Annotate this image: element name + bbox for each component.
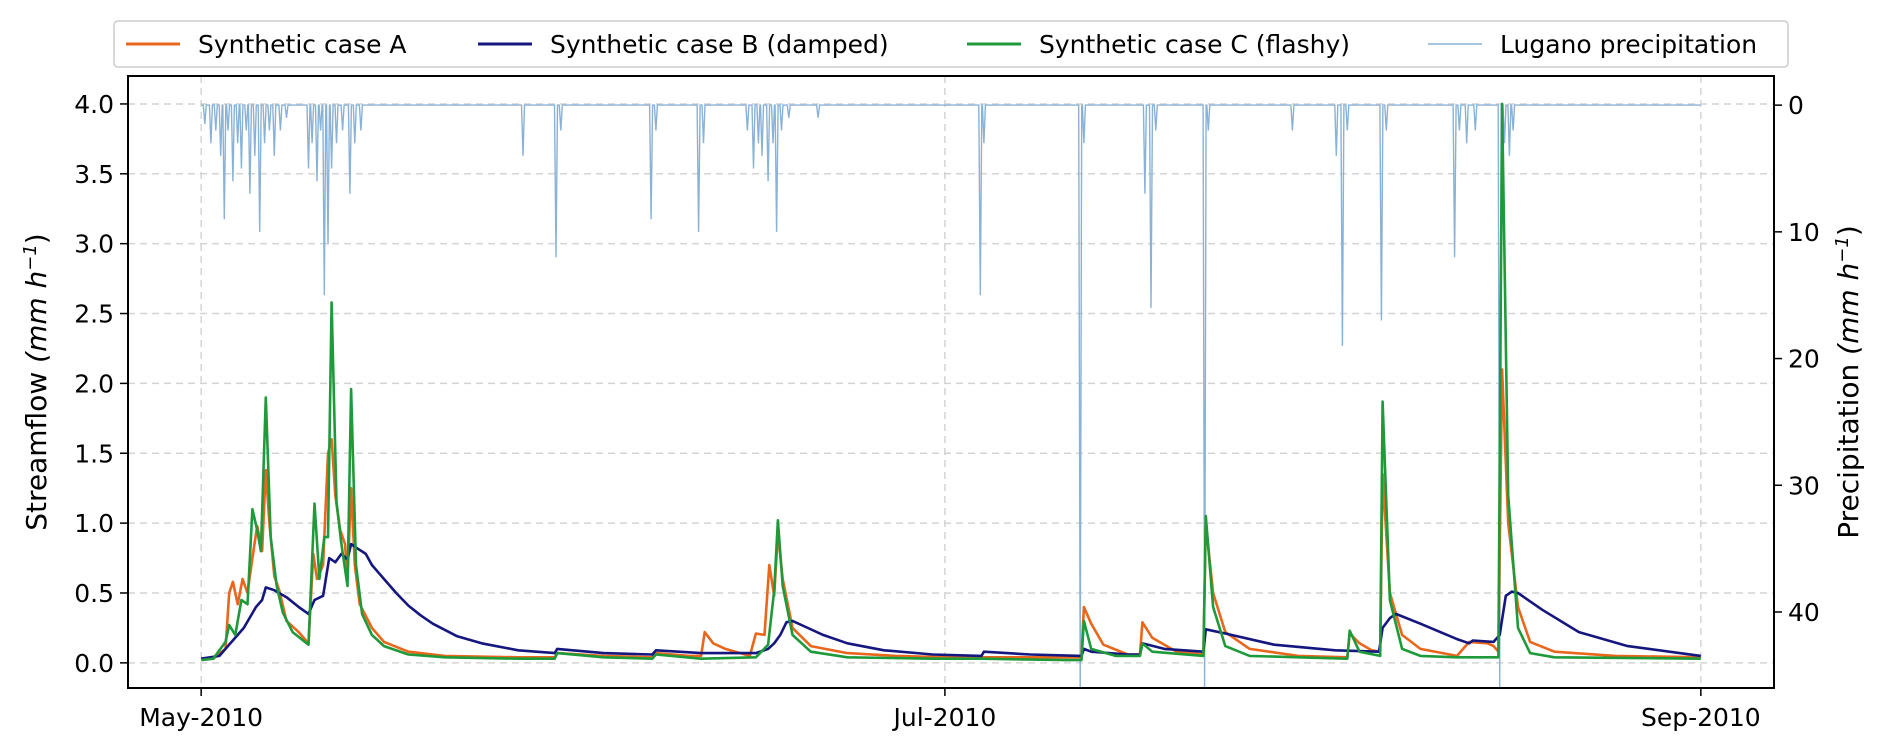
y-tick-label: 0.5 xyxy=(74,579,114,608)
y-tick-label: 4.0 xyxy=(74,90,114,119)
y2-tick-label: 10 xyxy=(1788,218,1820,247)
y2-tick-label: 0 xyxy=(1788,91,1804,120)
series-line xyxy=(201,102,1701,662)
y-tick-label: 1.0 xyxy=(74,509,114,538)
legend-label: Synthetic case C (flashy) xyxy=(1039,30,1350,59)
series-precipitation-line xyxy=(201,104,1701,689)
y2-axis-title: Precipitation (mm h−1) xyxy=(1832,225,1865,539)
legend-label: Synthetic case B (damped) xyxy=(550,30,889,59)
x-tick-label: Sep-2010 xyxy=(1641,703,1761,732)
y-tick-label: 3.5 xyxy=(74,160,114,189)
legend: Synthetic case A Synthetic case B (damped… xyxy=(113,20,1789,68)
y-axis-left: 0.0 0.5 1.0 1.5 2.0 2.5 3.0 3.5 4.0 xyxy=(74,90,128,678)
plot-frame xyxy=(127,75,1775,689)
y-axis-right: 0 10 20 30 40 xyxy=(1774,91,1820,627)
y-axis-title: Streamflow (mm h−1) xyxy=(20,233,53,531)
x-tick-label: May-2010 xyxy=(139,703,263,732)
series-layer xyxy=(201,102,1701,662)
series-line xyxy=(201,542,1701,660)
y-tick-label: 2.0 xyxy=(74,369,114,398)
y-tick-label: 2.5 xyxy=(74,300,114,329)
legend-label: Lugano precipitation xyxy=(1500,30,1757,59)
y2-tick-label: 40 xyxy=(1788,598,1820,627)
grid xyxy=(128,76,1774,688)
y-tick-label: 0.0 xyxy=(74,649,114,678)
series-line xyxy=(201,368,1701,660)
precipitation-layer xyxy=(201,104,1701,689)
y2-tick-label: 20 xyxy=(1788,345,1820,374)
y-tick-label: 1.5 xyxy=(74,439,114,468)
legend-box xyxy=(113,20,1789,68)
y2-tick-label: 30 xyxy=(1788,471,1820,500)
y-tick-label: 3.0 xyxy=(74,230,114,259)
legend-label: Synthetic case A xyxy=(198,30,407,59)
x-axis: May-2010 Jul-2010 Sep-2010 xyxy=(139,688,1761,732)
x-tick-label: Jul-2010 xyxy=(891,703,996,732)
legend-items: Synthetic case A Synthetic case B (damped… xyxy=(126,30,1757,59)
